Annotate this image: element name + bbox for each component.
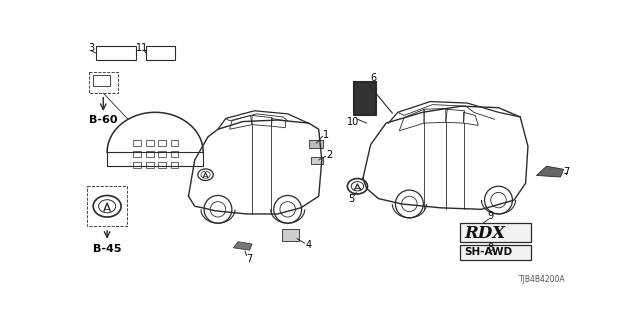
Text: 7: 7 <box>564 167 570 177</box>
Bar <box>353 81 376 116</box>
Text: TJB4B4200A: TJB4B4200A <box>520 275 566 284</box>
Text: 11: 11 <box>136 44 148 53</box>
Bar <box>460 245 531 260</box>
Bar <box>171 162 179 168</box>
Bar <box>308 140 323 148</box>
Bar <box>282 229 298 241</box>
Bar <box>87 186 127 226</box>
Bar <box>311 157 323 164</box>
Bar <box>355 82 374 114</box>
Text: SH-AWD: SH-AWD <box>465 247 513 258</box>
Text: 10: 10 <box>347 116 359 126</box>
Bar <box>90 71 118 93</box>
Bar <box>158 151 166 157</box>
Text: B-60: B-60 <box>89 115 118 125</box>
Text: 4: 4 <box>305 240 312 250</box>
Bar <box>93 75 110 86</box>
Bar <box>146 162 154 168</box>
Bar <box>134 151 141 157</box>
Bar <box>146 46 175 60</box>
Text: 2: 2 <box>326 150 333 160</box>
Text: 5: 5 <box>348 194 355 204</box>
Bar <box>146 140 154 146</box>
Bar <box>158 162 166 168</box>
Text: 3: 3 <box>88 44 95 53</box>
Bar <box>171 151 179 157</box>
Text: 8: 8 <box>488 243 494 253</box>
Text: B-45: B-45 <box>93 244 122 254</box>
Bar <box>134 162 141 168</box>
Polygon shape <box>536 166 564 177</box>
Bar <box>134 140 141 146</box>
Text: 1: 1 <box>323 131 330 140</box>
Bar <box>171 140 179 146</box>
Bar <box>146 151 154 157</box>
Text: 9: 9 <box>488 211 494 221</box>
Bar <box>158 140 166 146</box>
Bar <box>460 223 531 243</box>
Text: 6: 6 <box>370 73 376 84</box>
Text: 7: 7 <box>246 254 252 264</box>
Text: RDX: RDX <box>465 226 506 243</box>
Polygon shape <box>234 242 252 250</box>
Bar <box>95 46 136 60</box>
